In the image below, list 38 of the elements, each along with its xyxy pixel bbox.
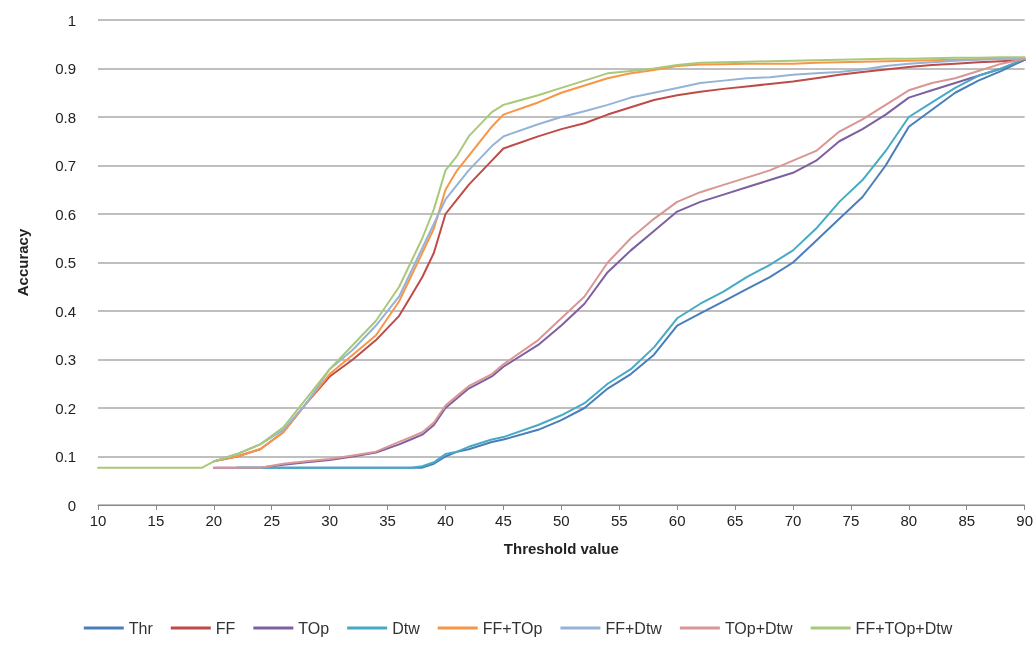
- x-axis-title: Threshold value: [503, 540, 619, 557]
- legend-label: Dtw: [392, 619, 421, 637]
- legend-label: FF+TOp+Dtw: [855, 619, 953, 637]
- x-tick-label: 25: [263, 512, 281, 529]
- y-tick-label: 0.9: [55, 60, 76, 77]
- x-tick-label: 55: [610, 512, 628, 529]
- y-tick-label: 1: [67, 11, 76, 29]
- legend-label: FF: [215, 619, 236, 637]
- y-tick-label: 0.4: [55, 302, 76, 320]
- y-tick-label: 0.1: [55, 448, 76, 465]
- x-tick-label: 40: [437, 512, 454, 529]
- x-tick-label: 90: [1016, 512, 1033, 529]
- y-tick-label: 0: [67, 496, 76, 514]
- x-tick-label: 75: [842, 512, 860, 529]
- x-tick-label: 10: [89, 512, 107, 529]
- x-tick-label: 85: [958, 512, 976, 529]
- x-tick-label: 45: [495, 512, 512, 529]
- x-tick-label: 20: [205, 512, 223, 529]
- x-tick-label: 70: [784, 512, 802, 529]
- y-axis-title: Accuracy: [14, 228, 31, 297]
- x-tick-label: 35: [379, 512, 396, 529]
- y-tick-label: 0.7: [55, 157, 76, 174]
- y-tick-label: 0.5: [55, 254, 76, 271]
- y-tick-label: 0.3: [55, 351, 76, 368]
- legend-label: FF+TOp: [482, 619, 543, 637]
- x-tick-label: 65: [726, 512, 744, 529]
- x-tick-label: 15: [147, 512, 165, 529]
- y-tick-label: 0.2: [55, 399, 76, 417]
- legend-label: TOp+Dtw: [724, 619, 794, 637]
- x-tick-label: 30: [321, 512, 339, 529]
- x-tick-label: 50: [552, 512, 570, 529]
- legend-label: TOp: [298, 619, 330, 637]
- y-tick-label: 0.8: [55, 108, 76, 126]
- legend-label: Thr: [128, 619, 154, 637]
- x-tick-label: 80: [900, 512, 918, 529]
- legend-label: FF+Dtw: [605, 619, 663, 637]
- y-tick-label: 0.6: [55, 205, 76, 223]
- x-tick-label: 60: [668, 512, 686, 529]
